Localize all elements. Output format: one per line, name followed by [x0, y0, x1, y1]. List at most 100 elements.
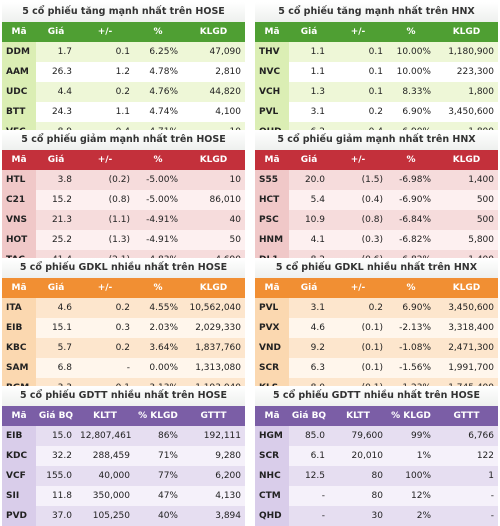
- stock-symbol[interactable]: HTL: [2, 170, 36, 190]
- stock-symbol[interactable]: S55: [255, 170, 289, 190]
- table-row[interactable]: PVL 3.1 0.2 6.90% 3,450,600: [255, 102, 498, 122]
- stock-symbol[interactable]: SCR: [255, 446, 289, 466]
- stock-symbol[interactable]: CTM: [255, 486, 289, 506]
- column-header[interactable]: Mã: [2, 150, 36, 170]
- stock-symbol[interactable]: HGM: [255, 426, 289, 446]
- stock-symbol[interactable]: PSC: [255, 210, 289, 230]
- column-header[interactable]: Giá: [289, 22, 329, 42]
- table-row[interactable]: PVL 3.1 0.2 6.90% 3,450,600: [255, 298, 498, 318]
- stock-symbol[interactable]: EIB: [2, 318, 36, 338]
- stock-symbol[interactable]: C21: [2, 190, 36, 210]
- stock-symbol[interactable]: VNS: [2, 210, 36, 230]
- column-header[interactable]: Giá: [289, 278, 329, 298]
- column-header[interactable]: Giá: [36, 22, 76, 42]
- table-row[interactable]: PSC 10.9 (0.8) -6.84% 500: [255, 210, 498, 230]
- table-row[interactable]: C21 15.2 (0.8) -5.00% 86,010: [2, 190, 245, 210]
- column-header[interactable]: +/-: [76, 22, 134, 42]
- column-header[interactable]: GTTT: [182, 406, 245, 426]
- stock-symbol[interactable]: PVL: [255, 102, 289, 122]
- table-row[interactable]: HNM 4.1 (0.3) -6.82% 5,800: [255, 230, 498, 250]
- table-row[interactable]: S55 20.0 (1.5) -6.98% 1,400: [255, 170, 498, 190]
- table-row[interactable]: SCR 6.3 (0.1) -1.56% 1,991,700: [255, 358, 498, 378]
- column-header[interactable]: % KLGD: [134, 406, 182, 426]
- table-row[interactable]: KBC 5.7 0.2 3.64% 1,837,760: [2, 338, 245, 358]
- table-row[interactable]: VND 9.2 (0.1) -1.08% 2,471,300: [255, 338, 498, 358]
- column-header[interactable]: Giá: [289, 150, 329, 170]
- stock-symbol[interactable]: AAM: [2, 62, 36, 82]
- table-row[interactable]: HGM 85.0 79,600 99% 6,766: [255, 426, 498, 446]
- stock-symbol[interactable]: DDM: [2, 42, 36, 62]
- stock-symbol[interactable]: SAM: [2, 358, 36, 378]
- table-row[interactable]: THV 1.1 0.1 10.00% 1,180,900: [255, 42, 498, 62]
- table-row[interactable]: HTL 3.8 (0.2) -5.00% 10: [2, 170, 245, 190]
- table-row[interactable]: EIB 15.0 12,807,461 86% 192,111: [2, 426, 245, 446]
- stock-symbol[interactable]: QHD: [255, 506, 289, 526]
- stock-symbol[interactable]: KDC: [2, 446, 36, 466]
- column-header[interactable]: Mã: [2, 278, 36, 298]
- column-header[interactable]: Giá BQ: [36, 406, 76, 426]
- table-row[interactable]: KDC 32.2 288,459 71% 9,280: [2, 446, 245, 466]
- column-header[interactable]: +/-: [329, 22, 387, 42]
- table-row[interactable]: HCT 5.4 (0.4) -6.90% 500: [255, 190, 498, 210]
- table-row[interactable]: SII 11.8 350,000 47% 4,130: [2, 486, 245, 506]
- column-header[interactable]: %: [134, 150, 182, 170]
- stock-symbol[interactable]: ITA: [2, 298, 36, 318]
- stock-symbol[interactable]: PVL: [255, 298, 289, 318]
- table-row[interactable]: VCH 1.3 0.1 8.33% 1,800: [255, 82, 498, 102]
- column-header[interactable]: % KLGD: [387, 406, 435, 426]
- column-header[interactable]: %: [387, 150, 435, 170]
- column-header[interactable]: KLGD: [435, 150, 498, 170]
- table-row[interactable]: ITA 4.6 0.2 4.55% 10,562,040: [2, 298, 245, 318]
- column-header[interactable]: Mã: [2, 22, 36, 42]
- table-row[interactable]: VCF 155.0 40,000 77% 6,200: [2, 466, 245, 486]
- column-header[interactable]: KLTT: [329, 406, 387, 426]
- stock-symbol[interactable]: SII: [2, 486, 36, 506]
- stock-symbol[interactable]: HOT: [2, 230, 36, 250]
- table-row[interactable]: DDM 1.7 0.1 6.25% 47,090: [2, 42, 245, 62]
- stock-symbol[interactable]: KBC: [2, 338, 36, 358]
- table-row[interactable]: VNS 21.3 (1.1) -4.91% 40: [2, 210, 245, 230]
- column-header[interactable]: Mã: [255, 150, 289, 170]
- stock-symbol[interactable]: VND: [255, 338, 289, 358]
- stock-symbol[interactable]: EIB: [2, 426, 36, 446]
- column-header[interactable]: KLGD: [182, 150, 245, 170]
- column-header[interactable]: Giá: [36, 278, 76, 298]
- column-header[interactable]: Giá BQ: [289, 406, 329, 426]
- column-header[interactable]: +/-: [76, 278, 134, 298]
- stock-symbol[interactable]: VCF: [2, 466, 36, 486]
- column-header[interactable]: KLGD: [435, 278, 498, 298]
- column-header[interactable]: %: [387, 22, 435, 42]
- column-header[interactable]: Mã: [255, 406, 289, 426]
- column-header[interactable]: Mã: [2, 406, 36, 426]
- stock-symbol[interactable]: BTT: [2, 102, 36, 122]
- stock-symbol[interactable]: SCR: [255, 358, 289, 378]
- stock-symbol[interactable]: PVD: [2, 506, 36, 526]
- stock-symbol[interactable]: THV: [255, 42, 289, 62]
- table-row[interactable]: NVC 1.1 0.1 10.00% 223,300: [255, 62, 498, 82]
- stock-symbol[interactable]: VCH: [255, 82, 289, 102]
- stock-symbol[interactable]: NVC: [255, 62, 289, 82]
- column-header[interactable]: GTTT: [435, 406, 498, 426]
- stock-symbol[interactable]: HNM: [255, 230, 289, 250]
- column-header[interactable]: +/-: [329, 150, 387, 170]
- stock-symbol[interactable]: NHC: [255, 466, 289, 486]
- column-header[interactable]: KLGD: [182, 22, 245, 42]
- column-header[interactable]: %: [134, 22, 182, 42]
- stock-symbol[interactable]: HCT: [255, 190, 289, 210]
- table-row[interactable]: BTT 24.3 1.1 4.74% 4,100: [2, 102, 245, 122]
- column-header[interactable]: %: [387, 278, 435, 298]
- column-header[interactable]: KLGD: [182, 278, 245, 298]
- column-header[interactable]: +/-: [329, 278, 387, 298]
- table-row[interactable]: AAM 26.3 1.2 4.78% 2,810: [2, 62, 245, 82]
- table-row[interactable]: SAM 6.8-0.00% 1,313,080: [2, 358, 245, 378]
- stock-symbol[interactable]: PVX: [255, 318, 289, 338]
- table-row[interactable]: QHD -30 2% -: [255, 506, 498, 526]
- column-header[interactable]: Mã: [255, 278, 289, 298]
- table-row[interactable]: UDC 4.4 0.2 4.76% 44,820: [2, 82, 245, 102]
- column-header[interactable]: +/-: [76, 150, 134, 170]
- table-row[interactable]: PVX 4.6 (0.1) -2.13% 3,318,400: [255, 318, 498, 338]
- column-header[interactable]: %: [134, 278, 182, 298]
- column-header[interactable]: KLTT: [76, 406, 134, 426]
- stock-symbol[interactable]: UDC: [2, 82, 36, 102]
- column-header[interactable]: Giá: [36, 150, 76, 170]
